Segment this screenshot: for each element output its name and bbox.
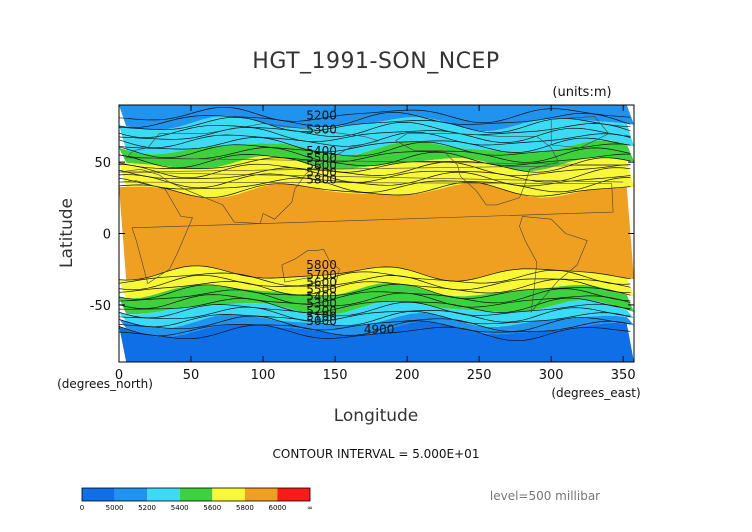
contour-label: 5700 [306,165,337,179]
color-band [119,183,634,281]
contour-line [119,288,631,305]
plot-area: 5200530054005500560057005800580057005600… [119,105,634,362]
x-axis-label: Longitude [334,406,419,426]
colorbar-frame [81,487,311,502]
contour-line [119,301,631,319]
coastline [281,248,340,289]
contour-line [119,306,631,323]
contour-label: 5700 [306,268,337,282]
contour-label: 5600 [306,158,337,172]
contour-label: 5100 [306,310,337,324]
contour-line [119,141,631,159]
contour-line [119,297,631,314]
contour-line [119,127,631,143]
colorbar: 0 5000 5200 5400 5600 5800 6000 ∞ [80,487,313,512]
x-unit-label: (degrees_east) [551,386,640,400]
contour-label: 5000 [306,314,337,328]
colorbar-segment [179,488,213,501]
colorbar-segment [277,488,310,501]
colorbar-tick-label: 5200 [138,504,156,512]
contour-label: 5300 [306,123,337,137]
level-text: level=500 millibar [490,489,600,503]
y-unit-label: (degrees_north) [57,377,153,391]
colorbar-tick-label: 5400 [171,504,189,512]
coastline [119,180,614,284]
contour-line [119,121,631,138]
colorbar-tick-label: 5000 [106,504,124,512]
contour-label: 5400 [306,144,337,158]
colorbar-segment [147,488,180,501]
contour-line [119,324,631,342]
contour-line [119,283,631,300]
x-tick-label: 200 [395,368,420,383]
contour-line [119,171,631,189]
y-tick-label: 0 [103,228,111,243]
colorbar-segment [212,488,245,501]
color-band [119,105,634,132]
contour-label: 5400 [306,290,337,304]
contour-label: 4900 [364,322,395,336]
colorbar-segment [244,488,278,501]
y-tick-label: -50 [90,299,111,314]
contour-line [119,292,631,309]
contour-line [119,278,631,296]
x-tick-label: 0 [115,368,123,383]
colorbar-tick-label: 6000 [268,504,286,512]
color-band [119,115,634,156]
x-tick-label: 100 [251,368,276,383]
contour-line [119,315,631,332]
coastlines [119,116,631,313]
contour-interval: CONTOUR INTERVAL = 5.000E+01 [273,447,480,461]
contour-label: 5800 [306,173,337,187]
contour-line [119,157,631,173]
x-tick-label: 250 [467,368,492,383]
contour-line [119,147,631,163]
y-axis-ticks: -50 0 50 [90,156,634,314]
contour-line [119,167,631,183]
contour-line [119,161,631,179]
y-tick-label: 50 [94,156,111,171]
x-tick-label: 350 [611,368,636,383]
units-label: (units:m) [552,85,611,100]
contour-line [119,265,631,282]
contour-line [119,137,631,153]
contour-label: 5300 [306,297,337,311]
coastline [550,116,610,149]
contour-line [119,274,631,291]
contour-label: 5600 [306,275,337,289]
contour-line [119,269,631,287]
colorbar-tick-label: 5800 [236,504,254,512]
colorbar-segment [82,488,115,501]
color-band [119,321,634,362]
coastline [395,133,559,206]
colorbar-tick-label: ∞ [307,504,313,512]
color-band [119,140,634,172]
contour-line [119,106,631,124]
x-axis-ticks: 0 50 100 150 200 250 300 350 [115,105,636,383]
contour-line [119,320,631,337]
coastline [119,123,631,224]
contour-line [119,151,631,169]
colorbar-tick-label: 5600 [203,504,221,512]
contour-label: 5200 [306,304,337,318]
contour-label: 5500 [306,151,337,165]
contour-lines [119,106,631,342]
contour-line [119,111,631,128]
colorbar-segment [114,488,148,501]
contour-label: 5800 [306,258,337,272]
contour-label: 5500 [306,283,337,297]
chart-title: HGT_1991-SON_NCEP [252,49,499,74]
contour-label: 5200 [306,108,337,122]
colorbar-tick-label: 0 [80,504,84,512]
y-axis-label: Latitude [57,198,77,268]
x-tick-label: 300 [539,368,564,383]
x-tick-label: 150 [323,368,348,383]
contour-line [119,311,631,328]
contour-line [119,177,631,193]
x-tick-label: 50 [183,368,200,383]
coastline [519,216,588,313]
contour-line [119,116,631,134]
contour-labels: 5200530054005500560057005800580057005600… [306,108,394,336]
